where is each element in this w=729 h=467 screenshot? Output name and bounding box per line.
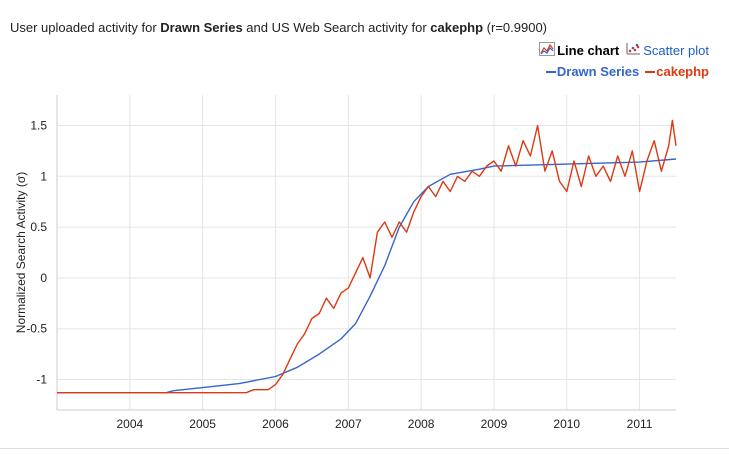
x-tick-label: 2005 [189, 417, 216, 431]
x-tick-label: 2009 [481, 417, 508, 431]
y-tick-label: 0.5 [30, 220, 47, 234]
series-line-cakephp [57, 119, 677, 394]
title-suffix: (r=0.9900) [483, 20, 547, 35]
legend-swatch-drawn-series [545, 70, 556, 73]
x-tick-label: 2008 [408, 417, 435, 431]
legend-label-cakephp: cakephp [656, 64, 709, 79]
legend-label-drawn-series: Drawn Series [556, 64, 640, 79]
title-series-b: cakephp [430, 20, 484, 35]
line-chart-icon [539, 42, 556, 59]
bottom-divider [0, 448, 729, 449]
title-series-a: Drawn Series [160, 20, 243, 35]
x-tick-label: 2007 [335, 417, 362, 431]
x-tick-label: 2011 [627, 417, 653, 431]
y-tick-label: 1.5 [30, 118, 47, 132]
chart-title: User uploaded activity for Drawn Series … [10, 20, 547, 35]
legend-item-cakephp: cakephp [645, 64, 709, 79]
y-tick-label: 1 [40, 169, 47, 183]
scatter-plot-label: Scatter plot [643, 43, 709, 58]
x-tick-label: 2004 [116, 417, 143, 431]
y-tick-label: -1 [36, 373, 47, 387]
series-line-drawn-series [57, 158, 677, 394]
legend-swatch-cakephp [645, 70, 656, 73]
legend-item-drawn-series: Drawn Series [545, 64, 640, 79]
chart-type-toggles: Line chart Scatter plot [539, 42, 709, 59]
y-tick-label: -0.5 [26, 322, 47, 336]
line-chart-label: Line chart [557, 43, 620, 58]
scatter-plot-toggle[interactable]: Scatter plot [625, 42, 709, 59]
scatter-plot-icon [625, 42, 641, 59]
y-axis-label: Normalized Search Activity (σ) [14, 172, 28, 333]
x-tick-label: 2006 [262, 417, 289, 431]
x-tick-label: 2010 [553, 417, 580, 431]
y-tick-label: 0 [40, 271, 47, 285]
title-prefix: User uploaded activity for [10, 20, 161, 35]
chart-legend: Drawn Series cakephp [545, 64, 709, 79]
line-chart-toggle[interactable]: Line chart [539, 42, 619, 59]
title-mid: and US Web Search activity for [242, 20, 431, 35]
